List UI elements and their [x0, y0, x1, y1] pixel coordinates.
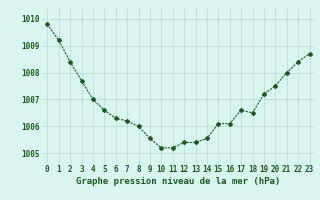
X-axis label: Graphe pression niveau de la mer (hPa): Graphe pression niveau de la mer (hPa)	[76, 177, 281, 186]
